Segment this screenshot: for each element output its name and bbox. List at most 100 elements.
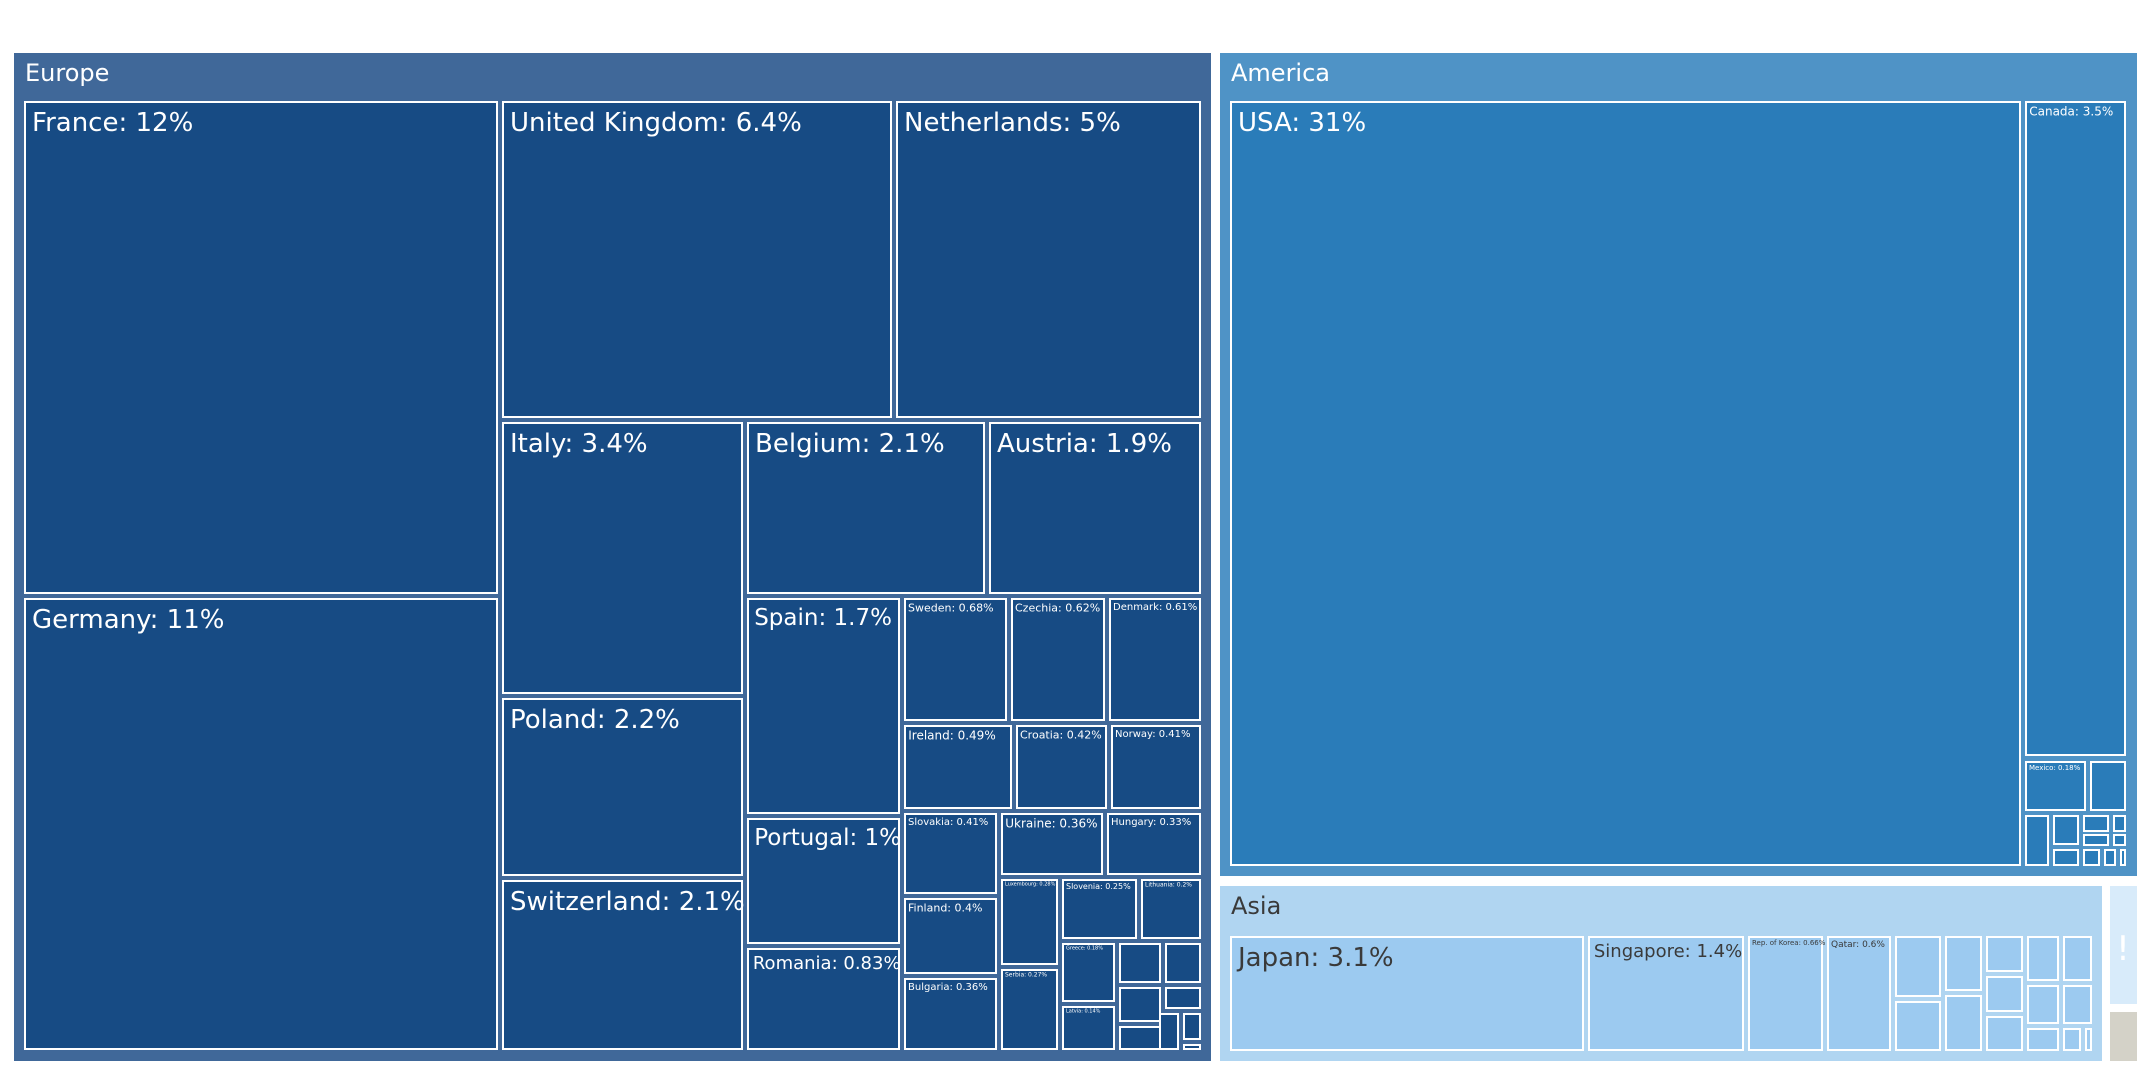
tile-label-usa: USA: 31% <box>1238 108 1366 138</box>
tile-europe-minor-29 <box>1119 943 1161 983</box>
tile-label-belgium: Belgium: 2.1% <box>755 429 945 459</box>
tile-label-serbia: Serbia: 0.27% <box>1005 972 1047 979</box>
tile-label-ukraine: Ukraine: 0.36% <box>1005 816 1097 830</box>
tile-label-denmark: Denmark: 0.61% <box>1113 602 1197 613</box>
tile-switzerland <box>502 880 743 1050</box>
tile-label-qatar: Qatar: 0.6% <box>1831 940 1885 950</box>
tile-label-luxembourg: Luxembourg: 0.28% <box>1005 882 1056 888</box>
tile-label-rep-of-korea: Rep. of Korea: 0.66% <box>1752 939 1826 947</box>
tile-label-austria: Austria: 1.9% <box>997 429 1172 459</box>
tile-label-latvia: Latvia: 0.14% <box>1066 1009 1101 1015</box>
tile-asia-minor-14 <box>2063 985 2092 1024</box>
tile-label-switzerland: Switzerland: 2.1% <box>510 887 745 917</box>
tile-asia-minor-9 <box>1895 1001 1941 1051</box>
tile-croatia <box>1016 725 1107 809</box>
tile-spain <box>747 598 900 814</box>
group-america-label: America <box>1231 59 1330 87</box>
tile-asia-minor-16 <box>2063 1028 2081 1051</box>
tile-america-minor-6 <box>2083 815 2109 832</box>
tile-label-croatia: Croatia: 0.42% <box>1020 728 1102 741</box>
tile-label-italy: Italy: 3.4% <box>510 429 648 459</box>
tile-label-hungary: Hungary: 0.33% <box>1111 817 1191 828</box>
group-asia: Asia Japan: 3.1% Singapore: 1.4% Rep. of Ko… <box>1220 886 2102 1061</box>
tile-europe-minor-33 <box>1119 1026 1161 1050</box>
tile-finland <box>904 898 997 974</box>
tile-asia-minor-4 <box>1895 936 1941 997</box>
tile-slovakia <box>904 813 997 894</box>
tile-asia-minor-8 <box>2063 936 2092 981</box>
tile-asia-minor-10 <box>1945 995 1982 1051</box>
tile-europe-minor-35 <box>1183 1013 1201 1040</box>
tile-belgium <box>747 422 985 594</box>
tile-label-slovenia: Slovenia: 0.25% <box>1066 882 1131 891</box>
tile-label-czechia: Czechia: 0.62% <box>1015 601 1100 614</box>
tile-america-minor-4 <box>2025 815 2049 866</box>
tile-bulgaria <box>904 978 997 1050</box>
tile-label-sweden: Sweden: 0.68% <box>908 601 994 614</box>
tile-norway <box>1111 725 1201 809</box>
tile-asia-minor-6 <box>1986 936 2023 972</box>
tile-asia-minor-15 <box>2027 1028 2059 1051</box>
tile-lithuania <box>1141 879 1201 939</box>
tile-label-greece: Greece: 0.18% <box>1066 946 1103 952</box>
tile-label-poland: Poland: 2.2% <box>510 705 680 735</box>
tile-rep-of-korea <box>1748 936 1823 1051</box>
tile-germany <box>24 598 498 1050</box>
tile-usa <box>1230 101 2021 866</box>
tile-luxembourg <box>1001 879 1058 965</box>
tile-qatar <box>1827 936 1891 1051</box>
tile-asia-minor-17 <box>2085 1028 2092 1051</box>
group-extra-4-background <box>2110 1012 2137 1061</box>
tile-asia-minor-12 <box>1986 1016 2023 1051</box>
tile-italy <box>502 422 743 694</box>
tile-czechia <box>1011 598 1105 721</box>
tile-ukraine <box>1001 813 1103 875</box>
group-asia-label: Asia <box>1231 892 1281 920</box>
tile-label-france: France: 12% <box>32 108 193 138</box>
tile-europe-minor-30 <box>1165 943 1201 983</box>
tile-latvia <box>1062 1006 1115 1050</box>
tile-europe-minor-31 <box>1119 987 1161 1022</box>
tile-label-bulgaria: Bulgaria: 0.36% <box>908 982 988 993</box>
tile-mexico <box>2025 761 2086 811</box>
tile-singapore <box>1588 936 1744 1051</box>
tile-serbia <box>1001 969 1058 1050</box>
overflow-indicator-icon: ! <box>2116 929 2130 969</box>
tile-label-portugal: Portugal: 1% <box>754 825 901 851</box>
tile-asia-minor-11 <box>1986 976 2023 1012</box>
tile-label-finland: Finland: 0.4% <box>908 901 982 914</box>
tile-greece <box>1062 943 1115 1002</box>
tile-label-singapore: Singapore: 1.4% <box>1594 941 1742 962</box>
tile-denmark <box>1109 598 1201 721</box>
group-extra-4 <box>2110 1012 2137 1061</box>
tile-label-norway: Norway: 0.41% <box>1115 729 1191 740</box>
tile-europe-minor-36 <box>1183 1044 1201 1050</box>
tile-america-minor-12 <box>2104 849 2116 866</box>
tile-canada <box>2025 101 2126 756</box>
tile-portugal <box>747 818 900 944</box>
tile-romania <box>747 948 900 1050</box>
tile-america-minor-11 <box>2083 849 2100 866</box>
tile-sweden <box>904 598 1007 721</box>
tile-america-minor-8 <box>2083 834 2109 846</box>
tile-america-minor-7 <box>2113 815 2126 832</box>
tile-slovenia <box>1062 879 1137 939</box>
tile-asia-minor-5 <box>1945 936 1982 991</box>
group-extra-3 <box>2110 886 2137 1004</box>
tile-japan <box>1230 936 1584 1051</box>
tile-label-ireland: Ireland: 0.49% <box>908 728 995 742</box>
group-europe-label: Europe <box>25 59 109 87</box>
tile-austria <box>989 422 1201 594</box>
tile-america-minor-13 <box>2120 849 2126 866</box>
group-europe: Europe France: 12% Germany: 11% United King… <box>14 53 1211 1061</box>
tile-poland <box>502 698 743 876</box>
tile-label-romania: Romania: 0.83% <box>753 953 901 974</box>
tile-america-minor-10 <box>2053 849 2079 866</box>
tile-label-canada: Canada: 3.5% <box>2029 104 2113 118</box>
tile-label-united-kingdom: United Kingdom: 6.4% <box>510 108 802 138</box>
tile-label-japan: Japan: 3.1% <box>1236 943 1394 973</box>
tile-label-spain: Spain: 1.7% <box>754 605 892 631</box>
tile-label-netherlands: Netherlands: 5% <box>904 108 1121 138</box>
tile-america-minor-9 <box>2113 834 2126 846</box>
